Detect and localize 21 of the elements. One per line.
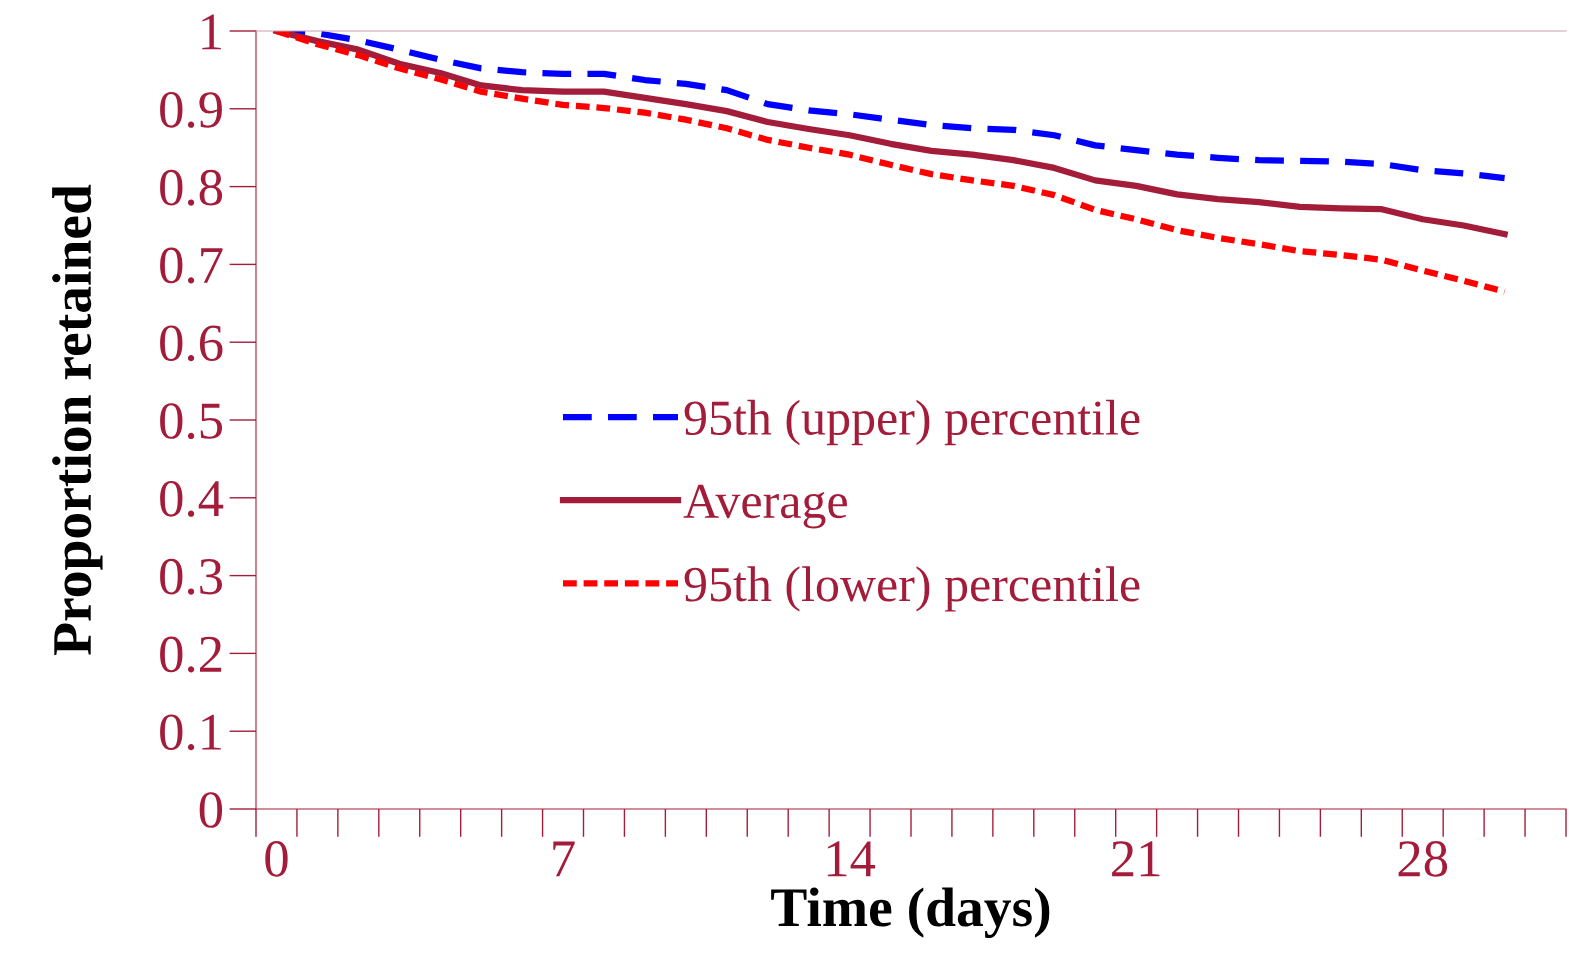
x-tick-label: 28 xyxy=(1398,841,1448,877)
y-tick-label: 0 xyxy=(199,792,223,828)
y-tick-label: 0.6 xyxy=(160,325,223,362)
x-tick-label: 21 xyxy=(1112,841,1160,877)
legend-label: Average xyxy=(683,484,847,529)
legend-label: 95th (upper) percentile xyxy=(684,399,1140,446)
y-tick-label: 0.7 xyxy=(160,247,223,284)
y-tick-label: 0.3 xyxy=(160,558,222,595)
y-tick-label: 0.1 xyxy=(160,714,221,751)
x-tick-label: 0 xyxy=(265,841,288,877)
y-tick-label: 0.2 xyxy=(160,636,222,673)
y-tick-label: 1 xyxy=(202,14,221,50)
y-tick-label: 0.5 xyxy=(160,403,222,440)
y-axis-title: Proportion retained xyxy=(52,184,103,655)
y-tick-label: 0.4 xyxy=(160,481,224,517)
x-tick-label: 7 xyxy=(553,841,575,877)
y-tick-label: 0.8 xyxy=(160,169,223,206)
x-axis-title: Time (days) xyxy=(771,887,1050,938)
y-tick-label: 0.9 xyxy=(160,92,222,128)
legend-label: 95th (lower) percentile xyxy=(684,566,1140,612)
x-tick-label: 14 xyxy=(827,841,876,877)
